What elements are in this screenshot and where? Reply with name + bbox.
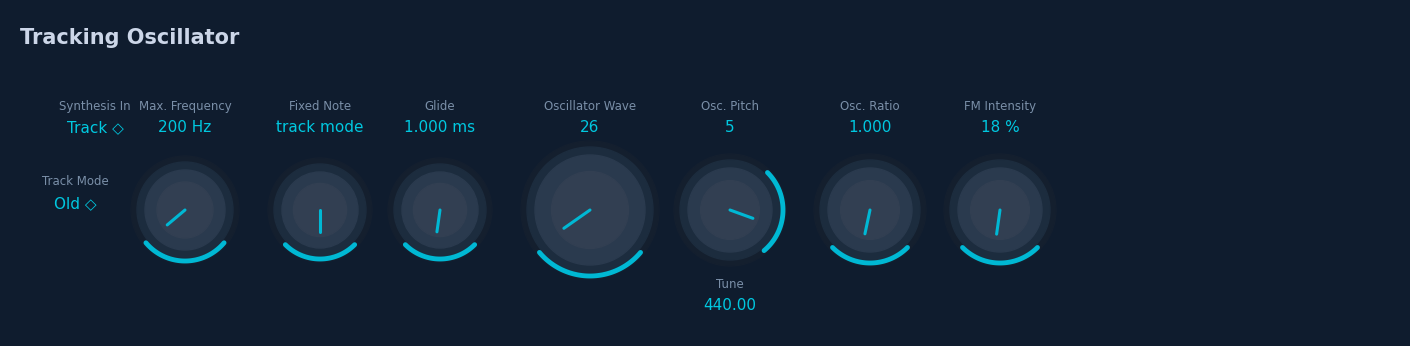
Circle shape xyxy=(393,164,486,256)
Circle shape xyxy=(674,154,785,266)
Text: Max. Frequency: Max. Frequency xyxy=(138,100,231,113)
Circle shape xyxy=(274,164,367,256)
Text: track mode: track mode xyxy=(276,120,364,135)
Circle shape xyxy=(945,154,1056,266)
Circle shape xyxy=(402,172,478,248)
Circle shape xyxy=(551,172,629,248)
Circle shape xyxy=(688,168,773,252)
Circle shape xyxy=(522,141,658,279)
Text: FM Intensity: FM Intensity xyxy=(964,100,1036,113)
Text: 440.00: 440.00 xyxy=(704,298,757,313)
Circle shape xyxy=(814,154,926,266)
Text: Fixed Note: Fixed Note xyxy=(289,100,351,113)
Text: 1.000 ms: 1.000 ms xyxy=(405,120,475,135)
Circle shape xyxy=(157,182,213,238)
Text: Osc. Pitch: Osc. Pitch xyxy=(701,100,759,113)
Text: 200 Hz: 200 Hz xyxy=(158,120,212,135)
Text: 5: 5 xyxy=(725,120,735,135)
Circle shape xyxy=(957,168,1042,252)
Text: Synthesis In: Synthesis In xyxy=(59,100,131,113)
Circle shape xyxy=(840,181,900,239)
Circle shape xyxy=(268,158,372,262)
Circle shape xyxy=(293,183,347,237)
Text: Tracking Oscillator: Tracking Oscillator xyxy=(20,28,240,48)
Text: 18 %: 18 % xyxy=(980,120,1019,135)
Text: Track Mode: Track Mode xyxy=(42,175,109,188)
Circle shape xyxy=(821,160,919,260)
Circle shape xyxy=(388,158,492,262)
Circle shape xyxy=(413,183,467,237)
Text: 1.000: 1.000 xyxy=(849,120,891,135)
Circle shape xyxy=(680,160,780,260)
Text: Glide: Glide xyxy=(424,100,455,113)
Text: Tune: Tune xyxy=(716,278,744,291)
Circle shape xyxy=(950,160,1050,260)
Circle shape xyxy=(131,156,240,264)
Circle shape xyxy=(828,168,912,252)
Circle shape xyxy=(534,155,644,265)
Text: Osc. Ratio: Osc. Ratio xyxy=(840,100,900,113)
Circle shape xyxy=(701,181,760,239)
Circle shape xyxy=(282,172,358,248)
Text: Track ◇: Track ◇ xyxy=(66,120,124,135)
Text: Oscillator Wave: Oscillator Wave xyxy=(544,100,636,113)
Text: Old ◇: Old ◇ xyxy=(54,196,96,211)
Circle shape xyxy=(145,170,226,250)
Circle shape xyxy=(527,147,653,273)
Circle shape xyxy=(970,181,1029,239)
Circle shape xyxy=(137,162,233,258)
Text: 26: 26 xyxy=(581,120,599,135)
